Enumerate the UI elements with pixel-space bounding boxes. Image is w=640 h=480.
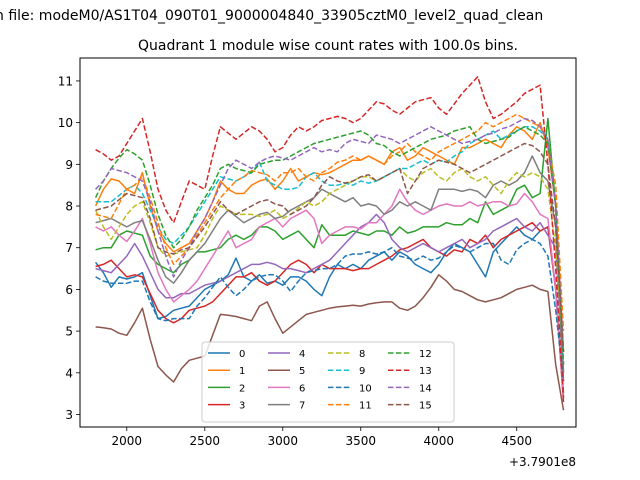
x-tick-label: 2000 xyxy=(112,434,143,448)
legend-label-13: 13 xyxy=(419,366,432,377)
legend-label-12: 12 xyxy=(419,349,432,360)
figure-suptitle: n file: modeM0/AS1T04_090T01_9000004840_… xyxy=(0,8,543,24)
series-line-13 xyxy=(95,76,565,398)
legend-label-2: 2 xyxy=(239,383,245,394)
legend-label-15: 15 xyxy=(419,401,432,412)
legend-label-14: 14 xyxy=(419,383,432,394)
y-tick-label: 11 xyxy=(58,74,73,88)
x-tick-label: 4500 xyxy=(501,434,532,448)
legend-label-1: 1 xyxy=(239,366,245,377)
y-tick-label: 5 xyxy=(65,325,73,339)
y-tick-label: 7 xyxy=(65,241,73,255)
series-line-12 xyxy=(94,126,565,365)
legend-label-0: 0 xyxy=(239,349,245,360)
legend-label-6: 6 xyxy=(299,383,305,394)
legend-label-11: 11 xyxy=(359,401,372,412)
x-tick-label: 3000 xyxy=(267,434,298,448)
series-line-14 xyxy=(95,117,565,352)
series-line-0 xyxy=(94,226,565,394)
legend-label-3: 3 xyxy=(239,401,245,412)
legend-label-5: 5 xyxy=(299,366,305,377)
plot-frame xyxy=(79,57,577,428)
y-tick-label: 9 xyxy=(65,158,73,172)
series-layer xyxy=(94,76,565,411)
series-line-9 xyxy=(95,126,565,365)
series-line-15 xyxy=(95,142,565,352)
series-line-11 xyxy=(95,113,565,332)
y-tick-label: 8 xyxy=(65,200,73,214)
x-tick-label: 3500 xyxy=(345,434,376,448)
series-line-4 xyxy=(95,213,565,373)
series-line-6 xyxy=(95,188,565,398)
y-tick-label: 6 xyxy=(65,283,73,297)
series-line-10 xyxy=(95,238,565,382)
series-line-1 xyxy=(94,121,565,352)
y-axis: 3 4 5 6 7 8 9 10 11 xyxy=(58,74,80,422)
x-offset-label: +3.7901e8 xyxy=(509,455,576,469)
x-axis: 2000 2500 3000 3500 4000 4500 xyxy=(112,427,532,448)
y-tick-label: 10 xyxy=(58,116,73,130)
x-tick-label: 2500 xyxy=(190,434,221,448)
series-line-3 xyxy=(95,221,565,403)
y-tick-label: 3 xyxy=(65,408,73,422)
legend-label-8: 8 xyxy=(359,349,365,360)
chart-title: Quadrant 1 module wise count rates with … xyxy=(138,38,518,54)
series-line-5 xyxy=(95,274,565,411)
y-tick-label: 4 xyxy=(65,366,73,380)
legend-label-9: 9 xyxy=(359,366,365,377)
x-tick-label: 4000 xyxy=(423,434,454,448)
legend-box xyxy=(201,341,455,423)
legend-label-10: 10 xyxy=(359,383,372,394)
legend-label-7: 7 xyxy=(299,401,305,412)
legend-label-4: 4 xyxy=(299,349,305,360)
